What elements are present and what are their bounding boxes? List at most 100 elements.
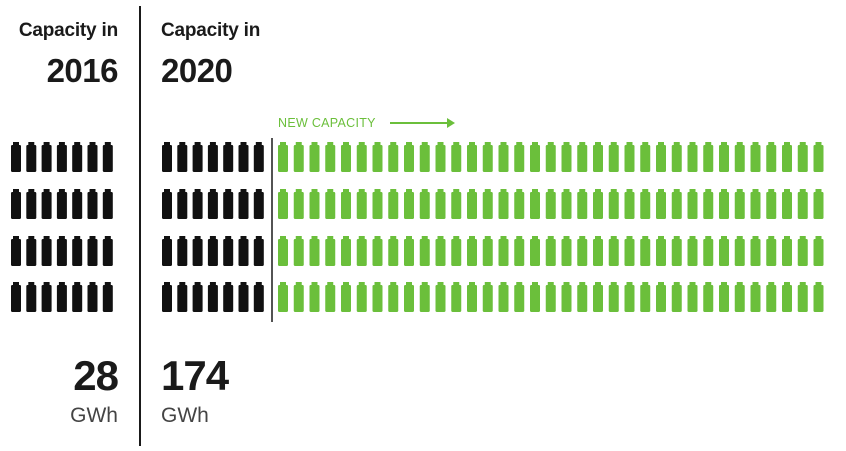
battery-2020-new bbox=[782, 189, 792, 219]
battery-2020-new bbox=[435, 142, 446, 172]
battery-2020-new bbox=[293, 142, 304, 172]
battery-2020-new bbox=[293, 189, 304, 219]
battery-2020-new bbox=[703, 236, 714, 266]
battery-2020-existing bbox=[223, 282, 234, 312]
battery-2016 bbox=[56, 142, 67, 172]
battery-2020-existing bbox=[238, 189, 249, 219]
battery-2020-new bbox=[530, 236, 540, 266]
battery-2020-new bbox=[356, 142, 367, 172]
battery-2020-existing bbox=[192, 189, 203, 219]
battery-2016 bbox=[26, 282, 37, 312]
battery-2020-new bbox=[656, 282, 666, 312]
battery-2016 bbox=[102, 189, 113, 219]
battery-2020-new bbox=[388, 142, 399, 172]
battery-2020-new bbox=[341, 189, 351, 219]
battery-2020-new bbox=[309, 142, 320, 172]
battery-2020-existing bbox=[162, 236, 172, 266]
right-value: 174 bbox=[161, 352, 229, 399]
battery-2020-new bbox=[687, 189, 698, 219]
battery-2020-new bbox=[404, 236, 414, 266]
battery-2016 bbox=[102, 142, 113, 172]
battery-2020-new bbox=[577, 189, 588, 219]
battery-2016 bbox=[41, 189, 52, 219]
left-value: 28 bbox=[73, 352, 119, 399]
battery-2020-existing bbox=[192, 142, 203, 172]
battery-2020-new bbox=[750, 189, 761, 219]
battery-2020-new bbox=[404, 282, 414, 312]
battery-2020-new bbox=[514, 142, 525, 172]
battery-2020-new bbox=[388, 282, 399, 312]
battery-2016 bbox=[72, 236, 83, 266]
battery-2020-new bbox=[482, 142, 493, 172]
battery-2020-new bbox=[293, 282, 304, 312]
battery-2016 bbox=[26, 189, 37, 219]
left-year: 2016 bbox=[46, 52, 119, 89]
battery-2020-existing bbox=[253, 282, 264, 312]
battery-2020-new bbox=[561, 236, 572, 266]
battery-2020-new bbox=[782, 142, 792, 172]
battery-2020-new bbox=[467, 189, 477, 219]
battery-2020-new bbox=[435, 189, 446, 219]
battery-2020-existing bbox=[238, 236, 249, 266]
battery-2020-existing bbox=[253, 189, 264, 219]
battery-2020-new bbox=[782, 282, 792, 312]
battery-2020-new bbox=[608, 142, 619, 172]
battery-2020-new bbox=[372, 189, 383, 219]
battery-2020-existing bbox=[207, 236, 218, 266]
battery-2016 bbox=[11, 282, 21, 312]
battery-2020-new bbox=[766, 282, 777, 312]
battery-2020-existing bbox=[177, 282, 188, 312]
battery-2020-new bbox=[372, 282, 383, 312]
battery-2020-new bbox=[561, 282, 572, 312]
battery-2020-new bbox=[640, 236, 651, 266]
battery-2020-new bbox=[309, 236, 320, 266]
right-year: 2020 bbox=[161, 52, 233, 89]
battery-2020-new bbox=[530, 282, 540, 312]
battery-2020-new bbox=[482, 236, 493, 266]
battery-2020-new bbox=[750, 142, 761, 172]
battery-2020-new bbox=[545, 142, 556, 172]
battery-2020-new bbox=[514, 282, 525, 312]
battery-2020-new bbox=[467, 236, 477, 266]
battery-2020-new bbox=[813, 189, 824, 219]
battery-2020-existing bbox=[223, 142, 234, 172]
battery-2020-new bbox=[577, 236, 588, 266]
battery-2020-new bbox=[813, 282, 824, 312]
battery-2020-new bbox=[293, 236, 304, 266]
right-unit: GWh bbox=[161, 404, 209, 427]
battery-2020-new bbox=[278, 282, 288, 312]
battery-2020-new bbox=[750, 282, 761, 312]
battery-2020-existing bbox=[207, 189, 218, 219]
battery-2020-existing bbox=[192, 236, 203, 266]
battery-2020-existing bbox=[223, 189, 234, 219]
battery-2020-new bbox=[435, 236, 446, 266]
battery-2020-new bbox=[404, 142, 414, 172]
battery-2020-new bbox=[498, 189, 509, 219]
battery-2016 bbox=[87, 189, 98, 219]
battery-2020-new bbox=[734, 282, 745, 312]
battery-2020-new bbox=[593, 236, 603, 266]
battery-2020-new bbox=[656, 189, 666, 219]
battery-2020-new bbox=[372, 236, 383, 266]
battery-2020-new bbox=[703, 189, 714, 219]
battery-2020-new bbox=[687, 282, 698, 312]
battery-2020-new bbox=[719, 282, 729, 312]
battery-2016 bbox=[26, 142, 37, 172]
battery-2020-new bbox=[797, 189, 808, 219]
battery-2016 bbox=[56, 189, 67, 219]
battery-2020-new bbox=[813, 236, 824, 266]
battery-2020-new bbox=[797, 282, 808, 312]
left-unit: GWh bbox=[70, 404, 118, 427]
battery-2020-existing bbox=[162, 142, 172, 172]
battery-2020-new bbox=[687, 236, 698, 266]
battery-2020-new bbox=[624, 236, 635, 266]
battery-2020-existing bbox=[177, 189, 188, 219]
battery-2020-new bbox=[640, 282, 651, 312]
battery-2020-new bbox=[514, 189, 525, 219]
battery-2020-new bbox=[341, 282, 351, 312]
battery-2020-new bbox=[467, 142, 477, 172]
battery-2020-new bbox=[782, 236, 792, 266]
battery-2020-existing bbox=[192, 282, 203, 312]
battery-2020-existing bbox=[253, 236, 264, 266]
battery-2020-new bbox=[356, 236, 367, 266]
